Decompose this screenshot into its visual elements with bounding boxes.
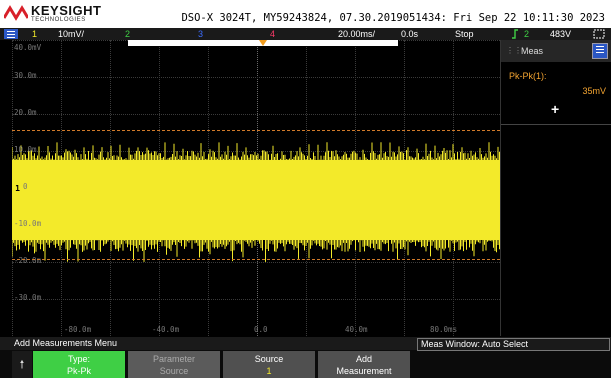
softkey-source[interactable]: Source 1	[223, 351, 315, 378]
softkey-source-value: 1	[266, 366, 272, 376]
x-axis-label: 0.0	[254, 325, 268, 334]
channel-2-number[interactable]: 2	[125, 29, 131, 39]
grid-line	[12, 77, 500, 78]
y-axis-label: 10.0m	[14, 145, 37, 154]
channel-4-number[interactable]: 4	[270, 29, 276, 39]
grid-line	[12, 151, 500, 152]
measurement-cursor-bottom[interactable]	[12, 259, 500, 260]
x-axis-label: -40.0m	[152, 325, 180, 334]
softkey-parameter-value: Source	[159, 366, 189, 376]
softkey-source-label: Source	[254, 354, 284, 364]
timebase-readout[interactable]: 20.00ms/	[338, 29, 376, 39]
softkey-type-label: Type:	[67, 354, 90, 364]
softkey-header: Add Measurements Menu Meas Window: Auto …	[0, 337, 611, 351]
screen-left-margin	[0, 40, 12, 336]
meas-window-label: Meas Window: Auto Select	[417, 338, 610, 351]
title-bar: KEYSIGHT TECHNOLOGIES DSO-X 3024T, MY592…	[0, 0, 611, 28]
softkey-add-value: Measurement	[336, 366, 392, 376]
softkey-add-label: Add	[355, 354, 372, 364]
status-bar: 1 10mV/ 2 3 4 20.00ms/ 0.0s Stop 2 483V	[0, 28, 611, 40]
softkey-bar: Add Measurements Menu Meas Window: Auto …	[0, 337, 611, 378]
drag-handle-icon[interactable]: ⋮⋮	[506, 46, 522, 55]
softkey-parameter-label: Parameter	[152, 354, 196, 364]
trigger-level[interactable]: 483V	[550, 29, 572, 39]
run-state[interactable]: Stop	[455, 29, 474, 39]
channel-3-number[interactable]: 3	[198, 29, 204, 39]
y-axis-label: -10.0m	[14, 219, 42, 228]
grid-line	[12, 299, 500, 300]
y-axis-label: 30.0m	[14, 71, 37, 80]
measurement-value: 35mV	[582, 86, 606, 96]
y-axis-label: 20.0m	[14, 108, 37, 117]
delay-readout[interactable]: 0.0s	[401, 29, 419, 39]
channel-1-number[interactable]: 1	[32, 29, 38, 39]
channel-1-scale[interactable]: 10mV/	[58, 29, 85, 39]
softkey-type[interactable]: Type: Pk-Pk	[33, 351, 125, 378]
y-axis-label: -30.0m	[14, 293, 42, 302]
keysight-logo: KEYSIGHT TECHNOLOGIES	[4, 2, 114, 26]
brand-name: KEYSIGHT	[31, 3, 102, 18]
measurement-menu-button[interactable]	[592, 43, 608, 59]
trigger-edge-icon	[512, 29, 518, 39]
device-info: DSO-X 3024T, MY59243824, 07.30.201905143…	[181, 12, 605, 24]
keysight-logo-mark-icon	[4, 5, 28, 21]
x-axis-label: -80.0m	[64, 325, 92, 334]
divider	[501, 124, 611, 125]
display-toggle-icon[interactable]	[593, 29, 605, 39]
measurement-panel-title: Meas	[521, 46, 544, 56]
measurement-panel-header: ⋮⋮ Meas	[501, 40, 611, 62]
trace-noise	[12, 142, 500, 262]
softkey-add-measurement[interactable]: Add Measurement	[318, 351, 410, 378]
brand-subtitle: TECHNOLOGIES	[31, 17, 86, 23]
softkey-type-value: Pk-Pk	[66, 366, 91, 376]
measurement-panel: ⋮⋮ Meas Pk-Pk(1): 35mV +	[500, 40, 611, 336]
grid-line	[12, 262, 500, 263]
x-axis-label: 40.0m	[345, 325, 368, 334]
add-measurement-icon[interactable]: +	[551, 101, 560, 117]
channel-1-trace	[12, 142, 500, 262]
waveform-display[interactable]	[12, 40, 500, 336]
softkey-parameter-source[interactable]: Parameter Source	[128, 351, 220, 378]
x-axis-label: 80.0ms	[430, 325, 458, 334]
y-axis-label: -20.0m	[14, 256, 42, 265]
channel-1-ground-marker[interactable]: 1	[13, 180, 22, 198]
y-axis-label: 40.0mV	[14, 43, 42, 52]
main-menu-button[interactable]	[4, 29, 18, 39]
grid-line	[12, 114, 500, 115]
measurement-label: Pk-Pk(1):	[509, 71, 547, 81]
measurement-cursor-top[interactable]	[12, 130, 500, 131]
back-button[interactable]: 🠕	[12, 351, 32, 378]
menu-title: Add Measurements Menu	[14, 338, 118, 348]
up-arrow-icon: 🠕	[19, 358, 25, 371]
trigger-source[interactable]: 2	[524, 29, 530, 39]
trigger-position-icon[interactable]	[259, 40, 267, 46]
